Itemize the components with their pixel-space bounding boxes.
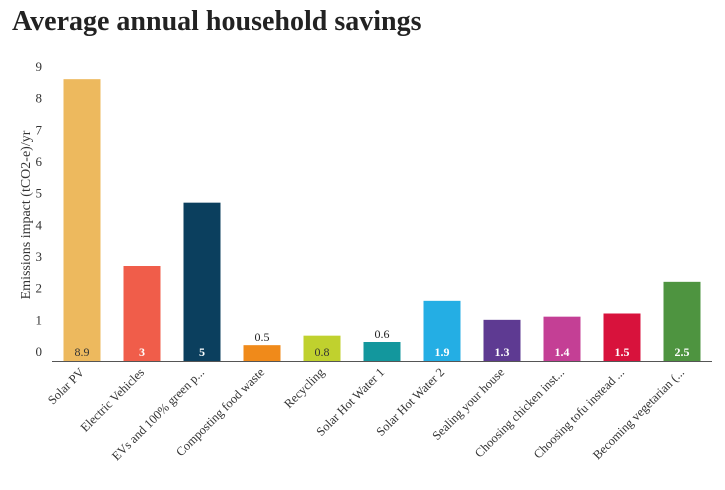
y-axis-ticks: 0 1 2 3 4 5 6 7 8 9 bbox=[36, 59, 43, 359]
y-tick-label: 5 bbox=[36, 186, 43, 201]
data-label: 1.9 bbox=[435, 345, 450, 359]
x-tick-label: Recycling bbox=[281, 365, 327, 411]
data-label: 0.6 bbox=[375, 327, 390, 341]
bar[interactable] bbox=[483, 319, 521, 361]
y-axis-label: Emissions impact (tCO2-e)/yr bbox=[19, 130, 34, 299]
bar[interactable] bbox=[363, 342, 401, 361]
bar[interactable] bbox=[543, 316, 581, 361]
bar[interactable] bbox=[123, 266, 161, 361]
data-label: 5 bbox=[199, 345, 205, 359]
y-tick-label: 1 bbox=[36, 312, 43, 327]
x-tick-label: Electric Vehicles bbox=[78, 365, 147, 434]
bar[interactable] bbox=[183, 202, 221, 361]
x-tick-label: Solar PV bbox=[45, 365, 87, 407]
chart-title: Average annual household savings bbox=[12, 6, 422, 37]
bar[interactable] bbox=[423, 300, 461, 361]
y-tick-label: 7 bbox=[36, 122, 43, 137]
data-label: 2.5 bbox=[675, 345, 690, 359]
data-label: 1.3 bbox=[495, 345, 510, 359]
y-tick-label: 3 bbox=[36, 249, 43, 264]
y-tick-label: 2 bbox=[36, 281, 43, 296]
bar[interactable] bbox=[663, 281, 701, 361]
data-label: 1.4 bbox=[555, 345, 570, 359]
bar[interactable] bbox=[303, 335, 341, 361]
bar[interactable] bbox=[603, 313, 641, 362]
y-tick-label: 8 bbox=[36, 91, 43, 106]
y-tick-label: 4 bbox=[36, 217, 43, 232]
bar[interactable] bbox=[63, 79, 101, 362]
bars: 8.9 3 5 0.5 0.8 0.6 1.9 1.3 1.4 1.5 2.5 bbox=[63, 79, 701, 362]
data-label: 8.9 bbox=[75, 345, 90, 359]
data-label: 3 bbox=[139, 345, 145, 359]
data-label: 0.5 bbox=[255, 330, 270, 344]
y-tick-label: 0 bbox=[36, 344, 43, 359]
y-tick-label: 6 bbox=[36, 154, 43, 169]
data-label: 0.8 bbox=[315, 345, 330, 359]
data-label: 1.5 bbox=[615, 345, 630, 359]
y-tick-label: 9 bbox=[36, 59, 43, 74]
bar[interactable] bbox=[243, 345, 281, 361]
